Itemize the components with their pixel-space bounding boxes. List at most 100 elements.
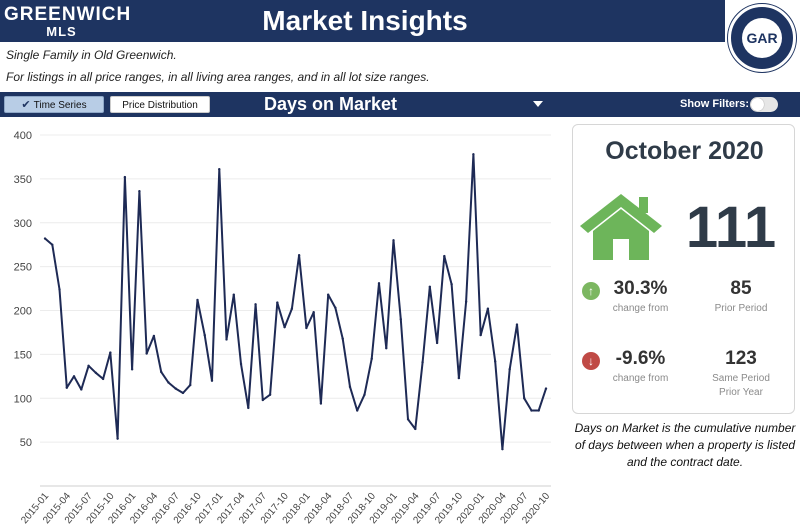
data-point <box>377 282 381 285</box>
stat-change-year-value: -9.6% <box>615 348 666 369</box>
logo-wordmark-bottom: MLS <box>46 24 77 39</box>
data-point <box>196 298 199 302</box>
data-point <box>290 307 294 310</box>
data-point <box>326 293 330 296</box>
greenwich-mls-logo: GREENWICH MLS <box>4 4 132 39</box>
stat-change-prior-value: 30.3% <box>613 278 668 299</box>
data-point <box>450 282 453 286</box>
data-point <box>356 409 359 412</box>
data-point <box>544 387 548 390</box>
data-point <box>457 376 461 380</box>
series-line-days-on-market <box>44 153 547 451</box>
seal-text: GAR <box>742 18 782 58</box>
data-point <box>472 153 475 156</box>
data-point <box>101 377 105 381</box>
summary-card: October 2020 111 ↑ 30.3% change from 85 … <box>572 124 795 414</box>
data-point <box>218 168 221 171</box>
y-tick-label: 200 <box>14 306 32 318</box>
tab-time-series[interactable]: ✔ Time Series <box>4 96 104 113</box>
metric-dropdown[interactable]: Days on Market <box>230 92 550 117</box>
data-point <box>159 370 163 374</box>
data-point <box>138 189 141 193</box>
stat-prior-period: 85 Prior Period <box>701 278 781 316</box>
data-point <box>305 326 308 330</box>
data-point <box>239 362 243 366</box>
data-point <box>443 254 446 258</box>
data-point <box>414 427 417 431</box>
data-point <box>479 333 482 337</box>
data-point <box>130 368 134 371</box>
data-point <box>261 398 265 402</box>
data-point <box>392 239 395 242</box>
show-filters-toggle[interactable] <box>750 97 778 112</box>
data-point <box>254 303 257 306</box>
stat-change-prior: 30.3% change from <box>603 278 678 316</box>
data-point <box>189 383 192 387</box>
app-header: GREENWICH MLS Market Insights <box>0 0 725 42</box>
data-point <box>109 351 112 354</box>
data-point <box>152 334 156 338</box>
stat-same-period: 123 Same Period Prior Year <box>701 348 781 400</box>
data-point <box>399 318 402 321</box>
arrow-down-icon: ↓ <box>582 352 600 370</box>
data-point <box>181 391 185 395</box>
metric-dropdown-value: Days on Market <box>264 94 398 114</box>
data-point <box>385 347 388 350</box>
stat-prior-period-value: 85 <box>730 278 752 299</box>
data-point <box>530 409 533 412</box>
data-point <box>435 341 439 345</box>
data-point <box>80 388 83 391</box>
data-point <box>210 379 214 382</box>
data-point <box>348 385 352 389</box>
tab-price-distribution[interactable]: Price Distribution <box>110 96 210 113</box>
summary-period: October 2020 <box>605 137 764 165</box>
chevron-down-icon <box>533 101 543 107</box>
data-point <box>283 325 286 329</box>
toggle-knob <box>751 98 764 111</box>
data-point <box>363 393 366 396</box>
y-tick-label: 300 <box>14 218 32 230</box>
y-tick-label: 50 <box>20 437 32 449</box>
tab-price-distribution-label: Price Distribution <box>122 100 198 111</box>
chart-svg: 501001502002503003504002015-012015-04201… <box>14 130 553 526</box>
data-point <box>341 337 344 340</box>
arrow-up-icon: ↑ <box>582 282 600 300</box>
gar-seal-logo: GAR <box>728 4 796 72</box>
data-point <box>486 307 490 310</box>
data-point <box>43 237 47 240</box>
y-tick-label: 100 <box>14 393 32 405</box>
data-point <box>428 285 432 289</box>
data-point <box>276 301 279 304</box>
data-point <box>334 306 337 310</box>
data-point <box>232 293 235 296</box>
data-point <box>72 375 76 378</box>
metric-definition: Days on Market is the cumulative number … <box>574 421 796 469</box>
data-point <box>145 352 148 355</box>
data-point <box>51 243 54 246</box>
stat-prior-period-label: Prior Period <box>714 303 768 314</box>
logo-wordmark-top: GREENWICH <box>4 4 132 25</box>
toolbar: ✔ Time Series Price Distribution Days on … <box>0 92 800 117</box>
data-point <box>203 333 206 337</box>
y-tick-label: 150 <box>14 349 32 361</box>
filter-summary-line2: For listings in all price ranges, in all… <box>6 70 430 84</box>
data-point <box>537 409 540 412</box>
data-point <box>94 371 98 375</box>
stat-same-period-label: Same Period Prior Year <box>712 373 770 398</box>
data-point <box>268 393 272 396</box>
days-on-market-chart: 50 100 150 200 250 300 350 400 2015-01 2015-04 201… <box>0 122 565 529</box>
data-point <box>167 381 170 384</box>
y-tick-label: 350 <box>14 174 32 186</box>
data-point <box>501 447 504 451</box>
data-point <box>421 361 424 364</box>
stat-change-year-label: change from <box>612 373 669 384</box>
data-point <box>464 300 468 303</box>
page-title: Market Insights <box>262 5 468 36</box>
house-icon <box>580 194 662 260</box>
data-point <box>515 323 519 326</box>
data-point <box>225 338 228 341</box>
data-point <box>123 175 127 179</box>
data-point <box>406 418 410 421</box>
data-point <box>247 406 250 410</box>
data-point <box>319 402 323 405</box>
